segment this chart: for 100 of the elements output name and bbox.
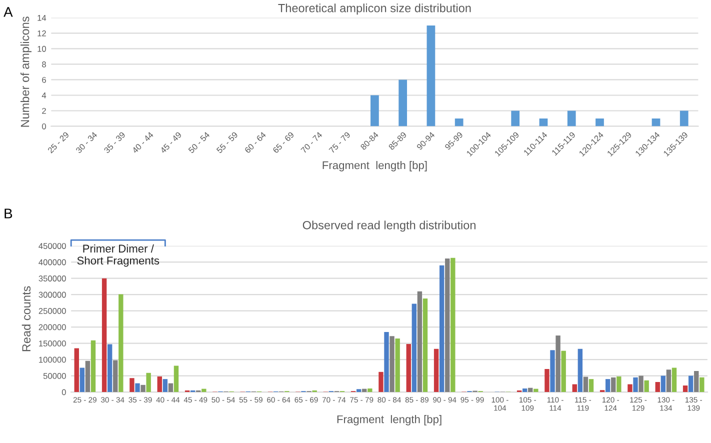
bar xyxy=(130,378,134,392)
bar xyxy=(652,118,660,126)
y-tick-label: 50000 xyxy=(43,373,66,379)
text: B xyxy=(4,208,12,218)
bar xyxy=(85,360,90,392)
y-tick-label: 0 xyxy=(42,123,46,130)
bar xyxy=(398,80,408,126)
x-tick-label: 70 - 74 xyxy=(300,131,323,154)
bar xyxy=(596,118,604,126)
bar xyxy=(511,110,520,126)
x-tick-label: 65 - 69 xyxy=(272,132,294,154)
bar xyxy=(655,382,660,392)
y-tick-label: 10 xyxy=(38,46,46,52)
bar xyxy=(390,336,394,392)
x-tick-label: 45 - 49 xyxy=(160,132,182,154)
x-tick-label: 40 - 44 xyxy=(132,131,154,154)
bar xyxy=(454,118,464,126)
y-tick-label: 2 xyxy=(42,108,46,114)
y-tick-label: 450000 xyxy=(38,243,66,249)
y-tick-label: 4 xyxy=(42,92,46,98)
y-tick-label: 400000 xyxy=(38,259,66,266)
bar xyxy=(412,304,417,392)
bar xyxy=(162,379,168,392)
bar xyxy=(157,376,162,392)
bar xyxy=(168,383,174,392)
bar xyxy=(539,118,548,126)
y-tick-label: 300000 xyxy=(38,292,66,298)
bar xyxy=(605,379,610,392)
x-axis-title: Fragment length [bp] xyxy=(322,161,427,172)
bar xyxy=(395,338,400,392)
bar xyxy=(644,380,649,392)
bar xyxy=(694,370,699,392)
bar xyxy=(680,110,688,126)
bar xyxy=(561,350,566,392)
y-tick-label: 6 xyxy=(42,76,46,83)
x-tick-label: 60 - 64 xyxy=(244,131,266,154)
y-tick-label: 350000 xyxy=(38,276,66,282)
x-tick-label: 75 - 79 xyxy=(328,132,351,154)
y-axis-title: Number of amplicons xyxy=(20,16,32,127)
bar xyxy=(588,379,594,392)
bar xyxy=(522,388,528,392)
bar xyxy=(439,265,444,392)
bar xyxy=(550,350,555,392)
bar xyxy=(700,377,704,392)
y-tick-label: 200000 xyxy=(38,324,66,330)
bar xyxy=(578,348,583,392)
bar xyxy=(638,376,644,392)
bar xyxy=(426,25,436,126)
bar xyxy=(660,376,666,392)
bar xyxy=(682,386,688,392)
bar xyxy=(370,95,379,126)
bar xyxy=(384,332,389,392)
bar xyxy=(583,376,588,392)
bar xyxy=(140,384,146,392)
x-tick-label: 35 - 39 xyxy=(104,132,126,154)
text: A xyxy=(4,7,13,17)
bar xyxy=(616,376,622,392)
bar xyxy=(450,258,456,392)
bar xyxy=(118,294,124,392)
bar xyxy=(434,348,439,392)
y-tick-label: 12 xyxy=(38,30,46,36)
bar xyxy=(202,388,206,392)
bar xyxy=(378,372,384,392)
bar xyxy=(90,340,96,392)
bar xyxy=(534,388,538,392)
bar xyxy=(417,291,422,392)
bar xyxy=(628,384,632,392)
chart-title: Theoretical amplicon size distribution xyxy=(278,4,471,15)
chart-title: Observed read length distribution xyxy=(302,220,476,232)
bar xyxy=(368,388,372,392)
y-tick-label: 0 xyxy=(62,389,66,396)
bar xyxy=(146,372,151,392)
bar xyxy=(672,368,677,392)
bar xyxy=(74,348,79,392)
bar xyxy=(528,388,533,392)
x-axis-title: Fragment length [bp] xyxy=(337,415,442,426)
y-axis-title: Read counts xyxy=(22,286,31,352)
bar xyxy=(556,336,560,392)
x-tick-label: 55 - 59 xyxy=(216,132,238,154)
y-tick-label: 8 xyxy=(42,61,46,68)
bar xyxy=(80,368,85,392)
bar xyxy=(611,377,616,392)
x-tick-label: 25 - 29 xyxy=(47,132,70,154)
y-tick-label: 250000 xyxy=(38,308,66,314)
bar xyxy=(102,278,107,392)
bar xyxy=(107,344,112,392)
bar xyxy=(135,383,140,392)
bar xyxy=(666,370,672,392)
y-tick-label: 150000 xyxy=(39,340,66,346)
bar xyxy=(572,384,577,392)
bar xyxy=(567,110,576,126)
bar xyxy=(544,368,550,392)
bar xyxy=(113,360,118,392)
bar xyxy=(445,258,450,392)
y-tick-label: 100000 xyxy=(39,356,66,363)
bar xyxy=(633,377,638,392)
bar xyxy=(688,376,694,392)
bar xyxy=(356,389,362,392)
x-tick-label: 30 - 34 xyxy=(75,131,98,154)
y-tick-label: 14 xyxy=(38,15,46,21)
